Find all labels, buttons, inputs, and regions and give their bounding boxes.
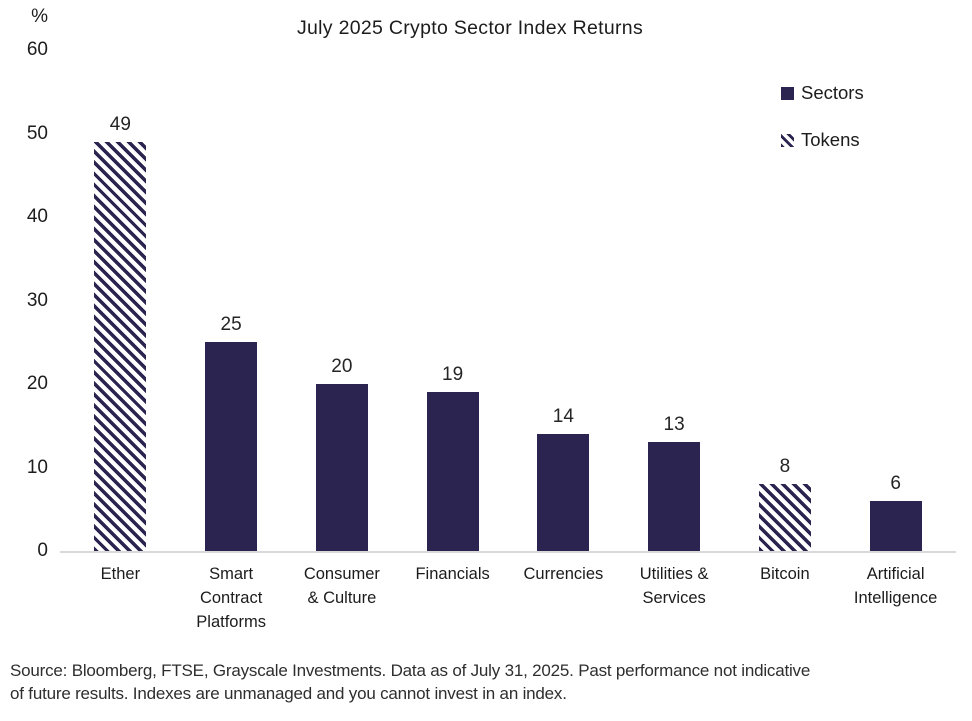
y-tick-30: 30 — [26, 289, 48, 311]
bar-financials — [426, 392, 479, 551]
bar-column-artificial-intelligence: 6 — [840, 50, 951, 551]
bar-column-ether: 49 — [65, 50, 176, 551]
x-axis-baseline — [60, 551, 956, 553]
source-note-line-2: of future results. Indexes are unmanaged… — [10, 684, 567, 703]
bar-column-currencies: 14 — [508, 50, 619, 551]
x-axis-labels: Ether Smart Contract Platforms Consumer & Cul… — [65, 562, 951, 634]
x-label-line: Financials — [415, 565, 490, 583]
bar-value-label: 8 — [779, 456, 791, 478]
x-label: Currencies — [508, 562, 619, 634]
y-tick-50: 50 — [26, 122, 48, 144]
x-label-line: Services — [642, 589, 706, 607]
x-label-line: Platforms — [196, 613, 266, 631]
legend: Sectors Tokens — [781, 82, 864, 176]
x-label: Artificial Intelligence — [840, 562, 951, 634]
x-label-line: & Culture — [307, 589, 377, 607]
source-note: Source: Bloomberg, FTSE, Grayscale Inves… — [10, 659, 810, 705]
bar-consumer-culture — [315, 384, 368, 551]
x-label: Ether — [65, 562, 176, 634]
bar-value-label: 14 — [552, 406, 574, 428]
bar-column-financials: 19 — [397, 50, 508, 551]
y-axis: % 0 10 20 30 40 50 60 — [0, 0, 48, 600]
x-label-line: Intelligence — [853, 589, 938, 607]
bar-value-label: 25 — [220, 314, 242, 336]
x-label-line: Currencies — [523, 565, 604, 583]
legend-item-sectors: Sectors — [781, 82, 864, 104]
y-axis-unit-label: % — [31, 6, 48, 27]
bar-column-utilities-services: 13 — [619, 50, 730, 551]
x-label-line: Ether — [100, 565, 141, 583]
bar-value-label: 6 — [890, 472, 901, 494]
bar-currencies — [537, 434, 590, 551]
x-label: Smart Contract Platforms — [176, 562, 287, 634]
x-label: Consumer & Culture — [287, 562, 398, 634]
bar-value-label: 19 — [442, 364, 464, 386]
legend-label: Tokens — [801, 129, 860, 150]
x-label: Utilities & Services — [619, 562, 730, 634]
bar-artificial-intelligence — [869, 500, 922, 551]
bar-column-smart-contract-platforms: 25 — [176, 50, 287, 551]
plot-area: 49 25 20 19 14 13 8 6 — [65, 50, 951, 551]
bar-bitcoin — [758, 484, 811, 551]
y-tick-60: 60 — [26, 39, 48, 60]
x-label-line: Contract — [199, 589, 263, 607]
hatched-square-icon — [781, 133, 794, 147]
y-tick-20: 20 — [26, 373, 48, 394]
y-tick-10: 10 — [26, 456, 48, 478]
bar-utilities-services — [648, 442, 701, 551]
x-label-line: Smart — [209, 565, 254, 583]
source-note-line-1: Source: Bloomberg, FTSE, Grayscale Inves… — [10, 661, 811, 680]
y-tick-0: 0 — [37, 540, 48, 561]
x-label: Financials — [397, 562, 508, 634]
legend-item-tokens: Tokens — [781, 129, 864, 151]
bar-value-label: 20 — [331, 356, 353, 377]
solid-square-icon — [781, 86, 794, 100]
legend-label: Sectors — [801, 82, 864, 103]
y-tick-40: 40 — [26, 206, 48, 227]
bar-column-bitcoin: 8 — [730, 50, 841, 551]
bar-ether — [94, 141, 147, 551]
x-label-line: Consumer — [303, 565, 380, 583]
x-label-line: Utilities & — [639, 565, 709, 583]
chart-title: July 2025 Crypto Sector Index Returns — [296, 17, 644, 39]
x-label: Bitcoin — [730, 562, 841, 634]
x-label-line: Bitcoin — [760, 565, 810, 583]
bar-column-consumer-culture: 20 — [287, 50, 398, 551]
x-label-line: Artificial — [866, 565, 925, 583]
bar-value-label: 13 — [663, 414, 685, 436]
bar-value-label: 49 — [109, 113, 131, 135]
bar-smart-contract-platforms — [205, 342, 258, 551]
